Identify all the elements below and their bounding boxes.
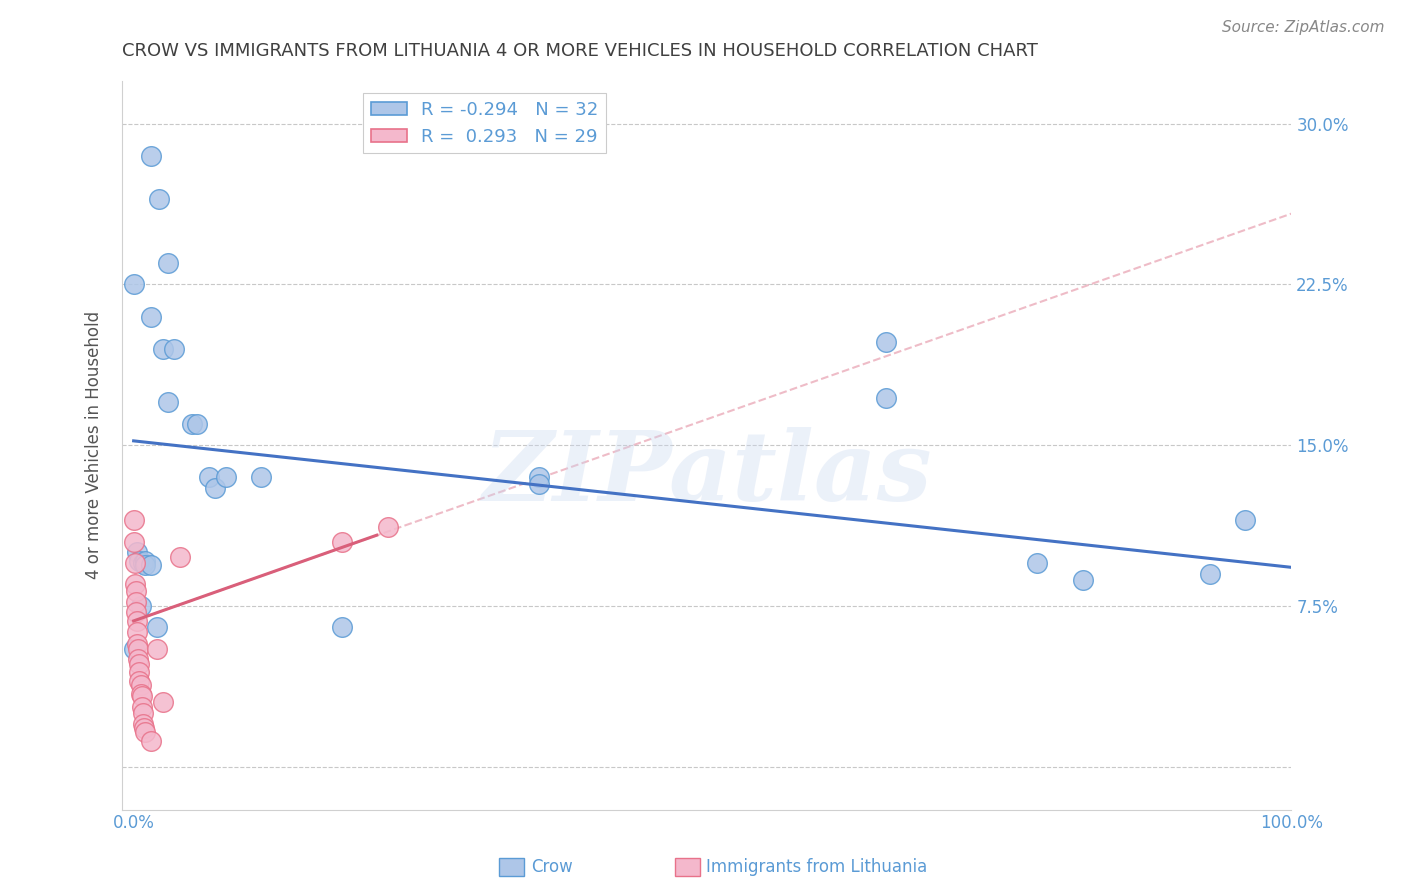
Point [134, 725, 156, 739]
Text: ZIPatlas: ZIPatlas [482, 427, 932, 521]
Point [163, 342, 186, 356]
Point [330, 620, 353, 634]
Point [129, 687, 152, 701]
Point [157, 256, 180, 270]
Point [127, 638, 149, 652]
Text: Immigrants from Lithuania: Immigrants from Lithuania [706, 858, 927, 876]
Point [1234, 513, 1257, 527]
Point [152, 342, 174, 356]
Point [128, 554, 150, 568]
Point [180, 417, 202, 431]
Point [128, 673, 150, 688]
Point [215, 470, 238, 484]
Y-axis label: 4 or more Vehicles in Household: 4 or more Vehicles in Household [86, 311, 103, 579]
Point [875, 391, 897, 405]
Point [152, 695, 174, 709]
Point [186, 417, 208, 431]
Point [139, 734, 162, 748]
Point [169, 549, 191, 564]
Point [148, 192, 170, 206]
Point [146, 620, 169, 634]
Point [122, 513, 145, 527]
Point [204, 481, 226, 495]
Point [1199, 566, 1222, 581]
Point [146, 641, 169, 656]
Point [157, 395, 180, 409]
Point [129, 599, 152, 613]
Point [124, 556, 146, 570]
Point [330, 534, 353, 549]
Point [377, 519, 399, 533]
Point [124, 577, 146, 591]
Point [127, 614, 149, 628]
Point [139, 558, 162, 573]
Legend: R = -0.294   N = 32, R =  0.293   N = 29: R = -0.294 N = 32, R = 0.293 N = 29 [363, 94, 606, 153]
Text: Source: ZipAtlas.com: Source: ZipAtlas.com [1222, 20, 1385, 35]
Point [250, 470, 273, 484]
Point [132, 706, 155, 720]
Point [128, 665, 150, 680]
Point [125, 583, 148, 598]
Point [132, 721, 155, 735]
Point [129, 678, 152, 692]
Point [122, 277, 145, 292]
Point [122, 534, 145, 549]
Point [122, 641, 145, 656]
Point [127, 545, 149, 559]
Point [125, 594, 148, 608]
Point [125, 605, 148, 619]
Point [127, 624, 149, 639]
Point [1025, 556, 1047, 570]
Point [134, 558, 156, 573]
Point [139, 149, 162, 163]
Point [127, 652, 149, 666]
Point [1071, 573, 1094, 587]
Point [132, 716, 155, 731]
Point [131, 699, 153, 714]
Point [527, 470, 550, 484]
Point [131, 689, 153, 703]
Point [875, 335, 897, 350]
Text: CROW VS IMMIGRANTS FROM LITHUANIA 4 OR MORE VEHICLES IN HOUSEHOLD CORRELATION CH: CROW VS IMMIGRANTS FROM LITHUANIA 4 OR M… [122, 42, 1038, 60]
Point [132, 556, 155, 570]
Point [134, 554, 156, 568]
Point [127, 641, 149, 656]
Point [128, 657, 150, 671]
Point [198, 470, 221, 484]
Point [139, 310, 162, 324]
Point [527, 476, 550, 491]
Text: Crow: Crow [531, 858, 574, 876]
